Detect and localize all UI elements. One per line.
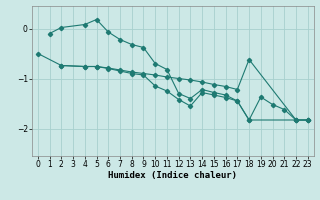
- X-axis label: Humidex (Indice chaleur): Humidex (Indice chaleur): [108, 171, 237, 180]
